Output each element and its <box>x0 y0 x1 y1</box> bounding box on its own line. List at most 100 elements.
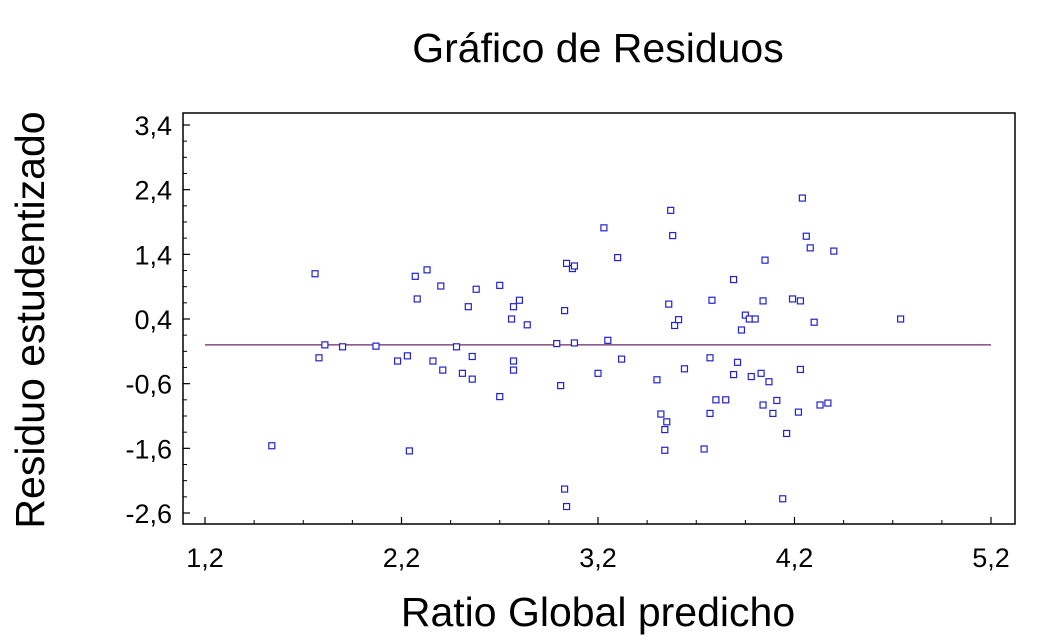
data-point <box>663 418 671 426</box>
data-point <box>737 326 746 334</box>
data-point <box>562 502 571 511</box>
data-point <box>523 321 531 329</box>
y-tick-label: -1,6 <box>125 434 172 464</box>
y-axis: 3,4 2,4 1,4 0,4 -0,6 -1,6 -2,6 <box>125 111 190 529</box>
data-point <box>796 365 804 374</box>
data-point <box>706 354 714 362</box>
data-point <box>706 409 714 418</box>
data-point <box>515 296 524 304</box>
data-point <box>680 365 689 373</box>
data-point <box>674 316 683 324</box>
data-point <box>769 409 777 418</box>
data-point <box>472 285 480 293</box>
data-point <box>712 396 720 404</box>
data-point <box>509 366 518 374</box>
data-point <box>321 341 329 349</box>
data-point <box>617 355 626 363</box>
data-point <box>437 282 445 290</box>
data-point <box>779 495 787 503</box>
data-point <box>452 343 461 351</box>
data-point <box>429 357 437 365</box>
data-point <box>604 336 612 344</box>
data-point <box>757 369 765 377</box>
data-point <box>315 354 323 362</box>
data-point <box>700 445 708 453</box>
data-point <box>671 321 679 330</box>
data-point <box>798 194 806 202</box>
data-point <box>897 315 905 323</box>
x-tick-label: 2,2 <box>383 543 421 573</box>
data-point <box>393 357 402 365</box>
data-point <box>788 295 797 303</box>
chart-title: Gráfico de Residuos <box>412 25 783 71</box>
data-point <box>824 399 832 407</box>
data-point <box>653 376 661 384</box>
data-point <box>439 366 447 374</box>
data-point <box>751 315 759 323</box>
data-point <box>458 369 467 377</box>
data-point <box>729 371 738 379</box>
data-point <box>745 315 753 323</box>
data-point <box>372 342 380 350</box>
data-point <box>496 281 504 289</box>
y-tick-label: 1,4 <box>134 240 172 270</box>
y-axis-label: Residuo estudentizado <box>7 111 53 528</box>
data-point <box>570 339 579 347</box>
data-points <box>268 194 905 511</box>
data-point <box>570 262 579 270</box>
data-point <box>657 410 665 418</box>
data-point <box>747 372 755 381</box>
data-point <box>669 231 677 240</box>
data-point <box>413 295 421 303</box>
data-point <box>802 232 810 240</box>
data-point <box>729 275 738 284</box>
y-tick-label: -2,6 <box>125 499 172 529</box>
y-tick-label: 2,4 <box>134 176 172 206</box>
data-point <box>338 343 347 351</box>
data-point <box>761 256 769 264</box>
data-point <box>796 297 804 305</box>
data-point <box>560 485 569 493</box>
data-point <box>468 375 476 383</box>
data-point <box>765 378 773 386</box>
data-point <box>759 297 767 305</box>
data-point <box>311 270 319 278</box>
x-axis: 1,2 2,2 3,2 4,2 5,2 <box>186 517 1010 573</box>
data-point <box>560 306 569 315</box>
data-point <box>507 315 516 323</box>
data-point <box>405 447 413 455</box>
data-point <box>268 442 276 450</box>
data-point <box>464 303 472 311</box>
data-point <box>600 224 608 232</box>
data-point <box>661 446 669 454</box>
data-point <box>509 357 518 365</box>
data-point <box>806 244 814 252</box>
data-point <box>665 300 673 308</box>
data-point <box>759 401 767 409</box>
data-point <box>614 253 622 262</box>
y-tick-label: 0,4 <box>134 305 172 335</box>
data-point <box>403 352 411 360</box>
x-tick-label: 1,2 <box>186 543 224 573</box>
data-point <box>708 296 716 304</box>
data-point <box>661 425 669 434</box>
data-point <box>830 247 838 255</box>
data-point <box>594 369 602 377</box>
data-point <box>509 303 518 311</box>
data-point <box>557 382 565 390</box>
data-point <box>667 206 675 214</box>
x-tick-label: 3,2 <box>579 543 617 573</box>
data-point <box>496 393 504 401</box>
x-axis-label: Ratio Global predicho <box>401 589 795 635</box>
data-point <box>411 272 419 280</box>
data-point <box>810 318 818 326</box>
data-point <box>562 259 571 267</box>
data-point <box>741 311 749 319</box>
plot-frame <box>182 112 1016 525</box>
data-point <box>773 396 781 405</box>
data-point <box>733 358 742 366</box>
data-point <box>722 396 730 404</box>
x-tick-label: 4,2 <box>776 543 814 573</box>
data-point <box>794 408 803 416</box>
